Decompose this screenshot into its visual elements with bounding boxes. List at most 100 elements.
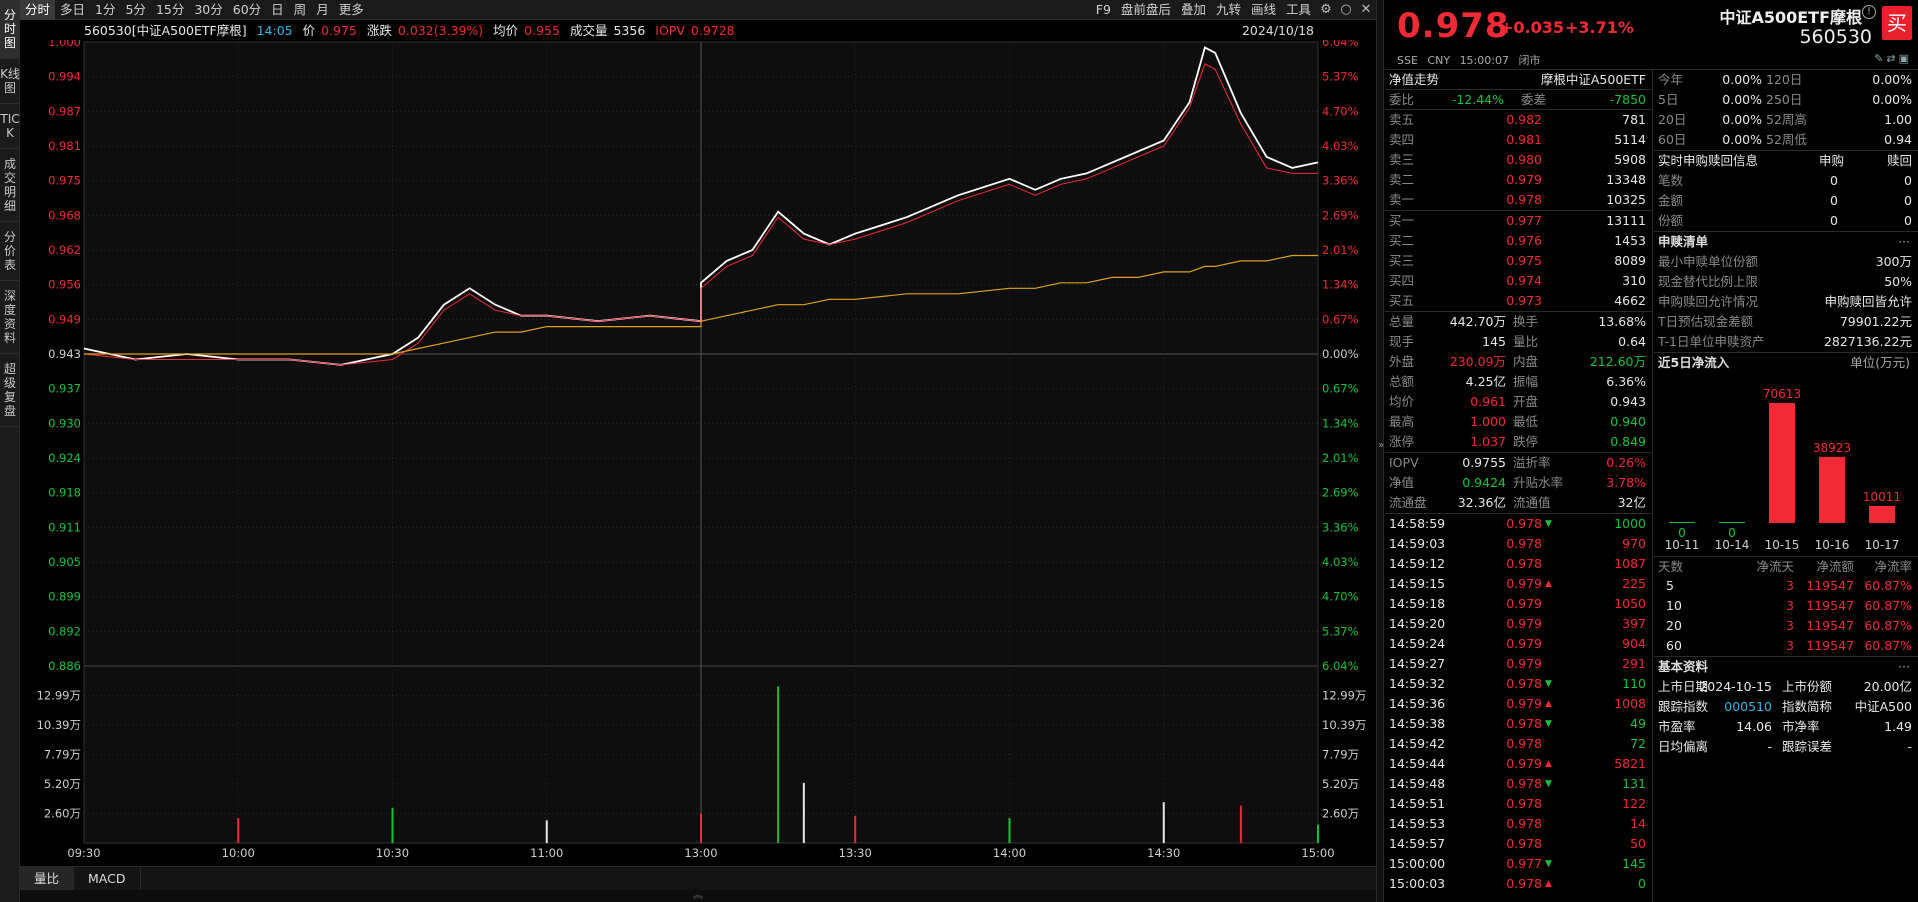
volume-bar bbox=[545, 820, 548, 843]
time-tick: 13:30 bbox=[839, 846, 872, 860]
settings-icon[interactable]: ⚙ bbox=[1320, 1, 1332, 17]
period-tab-1[interactable]: 多日 bbox=[60, 1, 86, 17]
period-tab-2[interactable]: 1分 bbox=[95, 1, 116, 17]
period-tab-6[interactable]: 60分 bbox=[232, 1, 262, 17]
vtab-3[interactable]: 成交明细 bbox=[0, 149, 20, 222]
vtab-6[interactable]: 超级复盘 bbox=[0, 354, 20, 427]
bid-label: 买五 bbox=[1389, 293, 1415, 308]
perf-label: 20日 bbox=[1658, 112, 1687, 127]
pct-tick: 6.04% bbox=[1322, 40, 1359, 49]
volume-tick: 10.39万 bbox=[1322, 718, 1366, 732]
perf-value-2: 0.00% bbox=[1872, 92, 1912, 107]
redemption-label: 份额 bbox=[1658, 213, 1684, 228]
panel-icons[interactable]: ✎⇄▣ bbox=[1874, 52, 1912, 65]
search-icon[interactable]: ○ bbox=[1340, 1, 1352, 17]
toolbar-item-5[interactable]: 工具 bbox=[1285, 1, 1311, 17]
vtab-5[interactable]: 深度资料 bbox=[0, 281, 20, 354]
inflow-bar bbox=[1869, 505, 1895, 523]
tick-row: 14:59:48 0.978 ▼ 131 bbox=[1385, 774, 1652, 794]
sg-label: 现金替代比例上限 bbox=[1658, 274, 1759, 289]
arrow-down-icon: ▼ bbox=[1545, 859, 1552, 869]
more-icon[interactable]: ··· bbox=[1898, 659, 1910, 674]
toolbar-item-2[interactable]: 叠加 bbox=[1180, 1, 1206, 17]
volume-tick: 12.99万 bbox=[37, 689, 81, 703]
panel-divider[interactable]: » bbox=[1376, 0, 1384, 902]
tick-row: 14:59:18 0.979 1050 bbox=[1385, 594, 1652, 614]
buy-button[interactable]: 买 bbox=[1882, 6, 1912, 40]
toolbar-item-3[interactable]: 九转 bbox=[1215, 1, 1241, 17]
inflow-amount: 119547 bbox=[1806, 578, 1854, 593]
chart-toolbar: 分时 多日 1分 5分 15分 30分 60分日周月更多 F9 盘前盘后 叠加 九转 画线 工具 ⚙ … bbox=[20, 0, 1376, 20]
bid-row: 买一 0.977 13111 bbox=[1385, 211, 1652, 231]
close-icon[interactable]: ✕ bbox=[1360, 1, 1372, 17]
iopv-row: 净值 0.9424 升贴水率 3.78% bbox=[1385, 473, 1652, 493]
bid-row: 买四 0.974 310 bbox=[1385, 271, 1652, 291]
inflow-rate: 60.87% bbox=[1864, 598, 1912, 613]
inflow-table-row: 60 3 119547 60.87% bbox=[1654, 636, 1918, 656]
trade-ticks[interactable]: 14:58:59 0.978 ▼ 1000 14:59:03 0.978 970 14:59:… bbox=[1385, 514, 1652, 894]
vtab-2[interactable]: TICK bbox=[0, 104, 20, 149]
period-tab-9[interactable]: 月 bbox=[316, 1, 329, 17]
indicator-tab-1[interactable]: MACD bbox=[74, 867, 141, 890]
basic-value: 000510 bbox=[1724, 699, 1772, 714]
pct-tick: 0.67% bbox=[1322, 382, 1359, 396]
more-icon[interactable]: ··· bbox=[1898, 234, 1910, 249]
price-tick: 0.949 bbox=[48, 312, 81, 326]
stat-row: 总额 4.25亿 振幅 6.36% bbox=[1385, 372, 1652, 392]
sg-value: 79901.22元 bbox=[1839, 314, 1912, 329]
period-tab-10[interactable]: 更多 bbox=[338, 1, 364, 17]
basic-value-2: - bbox=[1907, 739, 1912, 754]
tick-row: 15:00:03 0.978 ▲ 0 bbox=[1385, 874, 1652, 894]
volume-bar bbox=[391, 807, 394, 843]
toolbar-item-4[interactable]: 画线 bbox=[1250, 1, 1276, 17]
arrow-up-icon: ▲ bbox=[1545, 879, 1552, 889]
chart-info-header: 560530[中证A500ETF摩根] 14:05 价 0.975 涨跌 0.032… bbox=[84, 21, 1320, 41]
vtab-4[interactable]: 分价表 bbox=[0, 222, 20, 281]
volume-label: 成交量 bbox=[569, 23, 608, 38]
pct-tick: 3.36% bbox=[1322, 520, 1359, 534]
period-tab-4[interactable]: 15分 bbox=[155, 1, 185, 17]
stat-value: 0.9424 bbox=[1462, 475, 1506, 490]
inflow-amount: 119547 bbox=[1806, 598, 1854, 613]
vtab-1[interactable]: K线图 bbox=[0, 59, 20, 104]
stat-value: 442.70万 bbox=[1449, 314, 1506, 329]
basic-value: - bbox=[1767, 739, 1772, 754]
exchange: SSE bbox=[1397, 54, 1418, 67]
avg-label: 均价 bbox=[493, 23, 519, 38]
indicator-tab-0[interactable]: 量比 bbox=[20, 867, 75, 890]
nav-trend-row: 净值走势 摩根中证A500ETF bbox=[1385, 70, 1652, 90]
tick-volume: 904 bbox=[1622, 636, 1646, 651]
tick-price: 0.979 bbox=[1506, 576, 1542, 591]
basic-row: 日均偏离 - 跟踪误差 - bbox=[1654, 737, 1918, 757]
period-tab-5[interactable]: 30分 bbox=[194, 1, 223, 17]
period-tab-7[interactable]: 日 bbox=[271, 1, 284, 17]
last-price: 0.978 bbox=[1397, 6, 1510, 46]
volume-tick: 7.79万 bbox=[44, 748, 81, 762]
toolbar-item-0[interactable]: F9 bbox=[1095, 1, 1111, 17]
inflow-days: 5 bbox=[1666, 578, 1674, 593]
basic-value: 14.06 bbox=[1736, 719, 1772, 734]
tick-volume: 50 bbox=[1630, 836, 1646, 851]
sg-list-title: 申赎清单 ··· bbox=[1654, 232, 1918, 252]
toolbar-item-1[interactable]: 盘前盘后 bbox=[1120, 1, 1171, 17]
tick-row: 14:59:42 0.978 72 bbox=[1385, 734, 1652, 754]
expand-arrow-icon[interactable]: » bbox=[1377, 440, 1385, 451]
basic-label-2: 跟踪误差 bbox=[1782, 739, 1833, 754]
arrow-down-icon: ▼ bbox=[1545, 719, 1552, 729]
info-icon[interactable]: ! bbox=[1862, 5, 1876, 19]
perf-value: 0.00% bbox=[1722, 112, 1762, 127]
bid-volume: 8089 bbox=[1614, 253, 1646, 268]
price-change-pct: +3.71% bbox=[1565, 18, 1634, 37]
vtab-0[interactable]: 分时图 bbox=[0, 0, 20, 59]
period-tab-3[interactable]: 5分 bbox=[125, 1, 146, 17]
period-tab-8[interactable]: 周 bbox=[293, 1, 307, 17]
sg-label: 最小申赎单位份额 bbox=[1658, 254, 1759, 269]
inflow-h-rate: 净流率 bbox=[1874, 559, 1912, 574]
collapse-handle[interactable]: ︽ bbox=[20, 890, 1376, 902]
inflow-date-label: 10-14 bbox=[1715, 538, 1750, 552]
stat-value: 1.037 bbox=[1470, 434, 1506, 449]
intraday-chart[interactable]: 1.000 6.04% 0.994 5.37% 0.987 4.70% 0.981 4.03%… bbox=[20, 40, 1376, 866]
period-tab-0[interactable]: 分时 bbox=[20, 0, 56, 20]
inflow-netdays: 3 bbox=[1786, 598, 1794, 613]
inflow-bar-label: 0 bbox=[1728, 526, 1736, 540]
